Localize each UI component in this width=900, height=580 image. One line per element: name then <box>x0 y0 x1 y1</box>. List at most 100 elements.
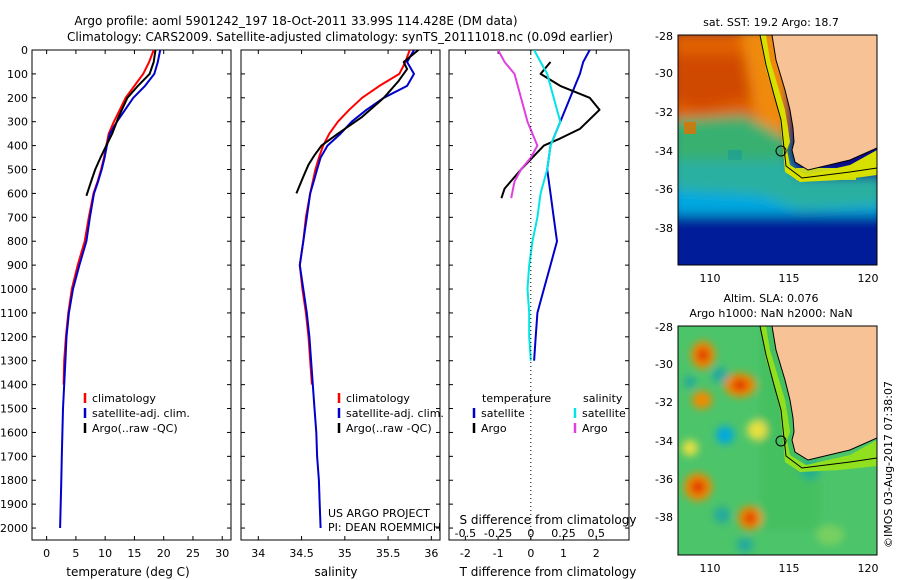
legend-label-climatology: climatology <box>92 392 156 405</box>
sla-map-title-1: Altim. SLA: 0.076 <box>723 292 818 305</box>
x-tick-label: 34 <box>251 547 265 560</box>
sst-map-frame <box>677 34 878 266</box>
y-tick-label: 1600 <box>0 426 28 439</box>
temperature-lines <box>59 50 162 529</box>
legend-label-temp-argo: Argo <box>481 422 507 435</box>
y-tick-label: 1800 <box>0 474 28 487</box>
sla-map-ticks: -28 -30 -32 -34 -36 -38 110 115 120 <box>655 321 878 575</box>
x-tick-label: 20 <box>157 547 171 560</box>
x-tick-label: 34.5 <box>289 547 314 560</box>
salinity-panel <box>240 49 441 541</box>
y-tick-label: 1400 <box>0 379 28 392</box>
legend-label-satellite: satellite-adj. clim. <box>346 407 444 420</box>
sst-ytick: -32 <box>655 106 673 119</box>
figure-title-line1: Argo profile: aoml 5901242_197 18-Oct-20… <box>74 14 517 28</box>
sla-map-frame <box>677 325 878 556</box>
x-tick-label: 0 <box>527 547 534 560</box>
x-tick-label: 36 <box>424 547 438 560</box>
x-tick-label: 2 <box>593 547 600 560</box>
sla-xtick: 120 <box>858 562 879 575</box>
sla-map-title-2: Argo h1000: NaN h2000: NaN <box>689 307 852 320</box>
legend-header-salinity: salinity <box>583 392 623 405</box>
difference-xlabel: T difference from climatology <box>459 565 637 579</box>
difference-legend: temperature salinity satellite Argo sate… <box>472 392 626 435</box>
figure-title-line2: Climatology: CARS2009. Satellite-adjuste… <box>67 30 613 44</box>
sst-xtick: 115 <box>779 272 800 285</box>
imos-credit: ©IMOS 03-Aug-2017 07:38:07 <box>882 381 895 548</box>
x-tick-label: 5 <box>72 547 79 560</box>
y-tick-label: 1500 <box>0 403 28 416</box>
legend-label-sal-argo: Argo <box>582 422 608 435</box>
difference-panel <box>448 49 630 541</box>
temperature-panel <box>31 49 232 541</box>
top-x-tick-label: -0.25 <box>484 527 512 540</box>
x-tick-label: 1 <box>560 547 567 560</box>
top-x-tick-label: 0.5 <box>588 527 606 540</box>
legend-label-sal-satellite: satellite <box>582 407 626 420</box>
sst-ytick: -30 <box>655 67 673 80</box>
sst-xtick: 110 <box>700 272 721 285</box>
y-tick-label: 0 <box>21 44 28 57</box>
x-tick-label: -2 <box>460 547 471 560</box>
y-tick-label: 700 <box>7 211 28 224</box>
x-tick-label: 0 <box>43 547 50 560</box>
salinity-axes: 34 34.5 35 35.5 36 <box>241 49 440 560</box>
temperature-legend: climatology satellite-adj. clim. Argo(..… <box>83 392 190 435</box>
series-line <box>59 50 162 529</box>
series-line <box>500 61 601 199</box>
x-tick-label: 25 <box>186 547 200 560</box>
legend-label-argo: Argo(..raw -QC) <box>92 422 178 435</box>
top-x-tick-label: 0 <box>527 527 534 540</box>
x-tick-label: 35 <box>338 547 352 560</box>
sst-ytick: -36 <box>655 183 673 196</box>
y-tick-label: 1900 <box>0 498 28 511</box>
x-tick-label: 15 <box>127 547 141 560</box>
sst-map-title: sat. SST: 19.2 Argo: 18.7 <box>703 16 839 29</box>
series-line <box>295 50 420 194</box>
sst-map <box>678 35 877 265</box>
series-line <box>85 50 157 197</box>
sla-ytick: -30 <box>655 358 673 371</box>
y-tick-label: 300 <box>7 116 28 129</box>
salinity-legend: climatology satellite-adj. clim. Argo(..… <box>328 392 444 534</box>
x-tick-label: 10 <box>98 547 112 560</box>
legend-label-climatology: climatology <box>346 392 410 405</box>
y-tick-label: 600 <box>7 187 28 200</box>
legend-label-temp-satellite: satellite <box>481 407 525 420</box>
series-line <box>526 50 562 361</box>
y-tick-label: 1100 <box>0 307 28 320</box>
y-tick-label: 1200 <box>0 331 28 344</box>
pi-annotation: PI: DEAN ROEMMICH <box>328 521 441 534</box>
difference-xlabel-top: S difference from climatology <box>460 513 637 527</box>
sst-xtick: 120 <box>858 272 879 285</box>
sst-ytick: -34 <box>655 145 673 158</box>
temperature-axes: 0 5 10 15 20 25 300100200300400500600700800900… <box>0 44 231 560</box>
y-tick-label: 900 <box>7 259 28 272</box>
sla-ytick: -34 <box>655 435 673 448</box>
y-tick-label: 2000 <box>0 522 28 535</box>
sla-ytick: -32 <box>655 396 673 409</box>
sla-ytick: -28 <box>655 321 673 334</box>
x-tick-label: -1 <box>493 547 504 560</box>
y-tick-label: 1000 <box>0 283 28 296</box>
project-annotation: US ARGO PROJECT <box>328 507 430 520</box>
y-tick-label: 200 <box>7 92 28 105</box>
legend-label-satellite: satellite-adj. clim. <box>92 407 190 420</box>
sst-map-ticks: -28 -30 -32 -34 -36 -38 110 115 120 <box>655 30 878 285</box>
salinity-xlabel: salinity <box>314 565 357 579</box>
sst-ytick: -38 <box>655 222 673 235</box>
sla-xtick: 110 <box>700 562 721 575</box>
top-x-tick-label: 0.25 <box>551 527 576 540</box>
series-line <box>533 50 591 361</box>
sla-map <box>678 326 877 555</box>
y-tick-label: 1700 <box>0 450 28 463</box>
sla-xtick: 115 <box>779 562 800 575</box>
argo-position-marker <box>775 435 787 447</box>
sla-ytick: -38 <box>655 511 673 524</box>
y-tick-label: 500 <box>7 164 28 177</box>
y-tick-label: 100 <box>7 68 28 81</box>
y-tick-label: 800 <box>7 235 28 248</box>
sla-ytick: -36 <box>655 473 673 486</box>
y-tick-label: 400 <box>7 140 28 153</box>
